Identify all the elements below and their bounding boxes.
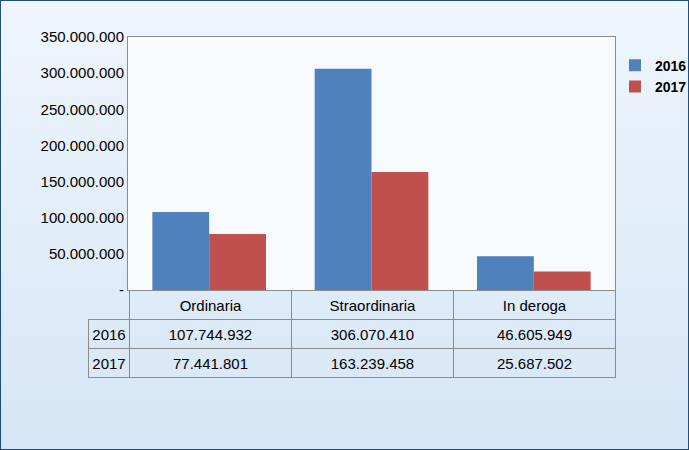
svg-text:350.000.000: 350.000.000 (41, 28, 124, 45)
html-text:306.070.410: 306.070.410 (330, 325, 415, 343)
html-text:107.744.932: 107.744.932 (168, 325, 253, 343)
svg-text:100.000.000: 100.000.000 (41, 209, 124, 226)
svg-text:150.000.000: 150.000.000 (41, 173, 124, 190)
html-text:77.441.801: 77.441.801 (173, 354, 248, 372)
svg-text:2016: 2016 (655, 58, 686, 74)
html-text:25.687.502: 25.687.502 (497, 354, 572, 372)
svg-text:-: - (119, 281, 124, 298)
html-text:Straordinaria: Straordinaria (329, 296, 416, 314)
svg-text:300.000.000: 300.000.000 (41, 64, 124, 81)
html-text:In deroga: In deroga (502, 296, 567, 314)
html-text:Ordinaria: Ordinaria (179, 296, 242, 314)
svg-text:200.000.000: 200.000.000 (41, 137, 124, 154)
svg-text:250.000.000: 250.000.000 (41, 101, 124, 118)
html-text:163.239.458: 163.239.458 (330, 354, 415, 372)
html-text:46.605.949: 46.605.949 (497, 325, 572, 343)
html-text:2017: 2017 (92, 354, 126, 372)
svg-text:50.000.000: 50.000.000 (49, 245, 124, 262)
html-text:2016: 2016 (92, 325, 126, 343)
svg-text:2017: 2017 (655, 79, 686, 95)
